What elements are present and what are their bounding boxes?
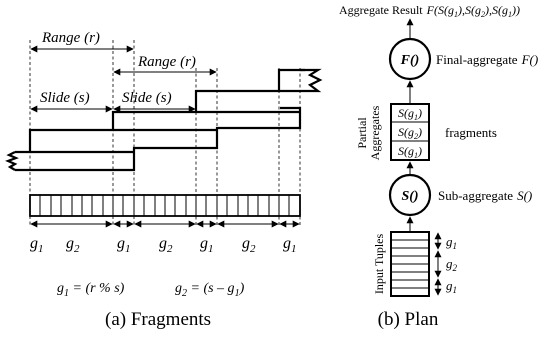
partial-cell: S(g2) (398, 125, 422, 141)
segment-label: g1 (30, 235, 44, 255)
segment-label: g1 (117, 235, 131, 255)
segment-label: g2 (242, 235, 256, 255)
slide-label-1: Slide (s) (40, 90, 90, 106)
tuple-dividers (39, 195, 290, 216)
caption-fragments: (a) Fragments (105, 309, 211, 330)
tuple-strip (29, 194, 301, 217)
segment-labels: g1 g2 g1 g2 g1 g2 g1 (30, 235, 297, 255)
slide-arrow-1: Slide (s) (30, 90, 113, 113)
caption-plan: (b) Plan (378, 309, 439, 330)
input-group-label: g1 (446, 278, 457, 295)
sub-aggregate-node (388, 173, 432, 217)
plan-panel: Aggregate Result F(S(g1),S(g2),S(g1)) F()… (339, 3, 538, 330)
final-aggregate-label: Final-aggregate F() (436, 52, 538, 67)
partial-aggregates-line2: Aggregates (368, 105, 382, 160)
partial-aggregates-stack: S(g1) S(g2) S(g1) (390, 103, 430, 161)
segment-label: g1 (200, 235, 214, 255)
partial-aggregates-line1: Partial (355, 117, 369, 149)
range-label-2: Range (r) (137, 54, 196, 70)
fragments-panel: Range (r) Range (r) Slide (s) Slide (s) (5, 30, 323, 330)
segment-label: g2 (159, 235, 173, 255)
slide-label-2: Slide (s) (122, 90, 172, 106)
final-node-label: F() (400, 53, 420, 68)
sub-aggregate-label: Sub-aggregate S() (438, 188, 532, 203)
range-arrow-1: Range (r) (30, 30, 134, 53)
window-bars (5, 68, 323, 172)
partial-cell: S(g1) (398, 144, 422, 160)
partial-cell: S(g1) (398, 106, 422, 122)
slide-arrow-2: Slide (s) (113, 90, 196, 113)
final-aggregate-node (388, 37, 432, 81)
segment-label: g1 (283, 235, 297, 255)
input-group-label: g1 (446, 234, 457, 251)
partial-stack-outline (390, 103, 430, 161)
range-arrow-2: Range (r) (113, 54, 217, 76)
input-tuples-label: Input Tuples (372, 233, 386, 294)
formula-g2: g2 = (s – g1) (175, 281, 245, 299)
input-group-label: g2 (446, 256, 458, 273)
formula-g1: g1 = (r % s) (57, 281, 125, 299)
range-label-1: Range (r) (41, 30, 100, 46)
fragments-label: fragments (445, 125, 497, 140)
sub-node-label: S() (401, 189, 418, 204)
segment-label: g2 (66, 235, 80, 255)
aggregate-result-label: Aggregate Result F(S(g1),S(g2),S(g1)) (339, 3, 520, 19)
input-tuples-stack (390, 231, 430, 297)
